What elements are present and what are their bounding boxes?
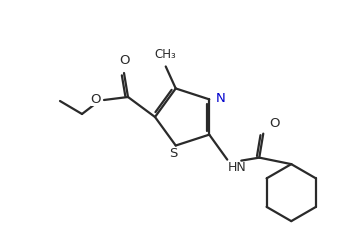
Text: N: N (216, 92, 225, 105)
Text: O: O (119, 54, 129, 67)
Text: S: S (170, 147, 178, 159)
Text: O: O (269, 117, 280, 130)
Text: CH₃: CH₃ (155, 49, 177, 61)
Text: O: O (90, 93, 101, 106)
Text: HN: HN (227, 161, 246, 174)
